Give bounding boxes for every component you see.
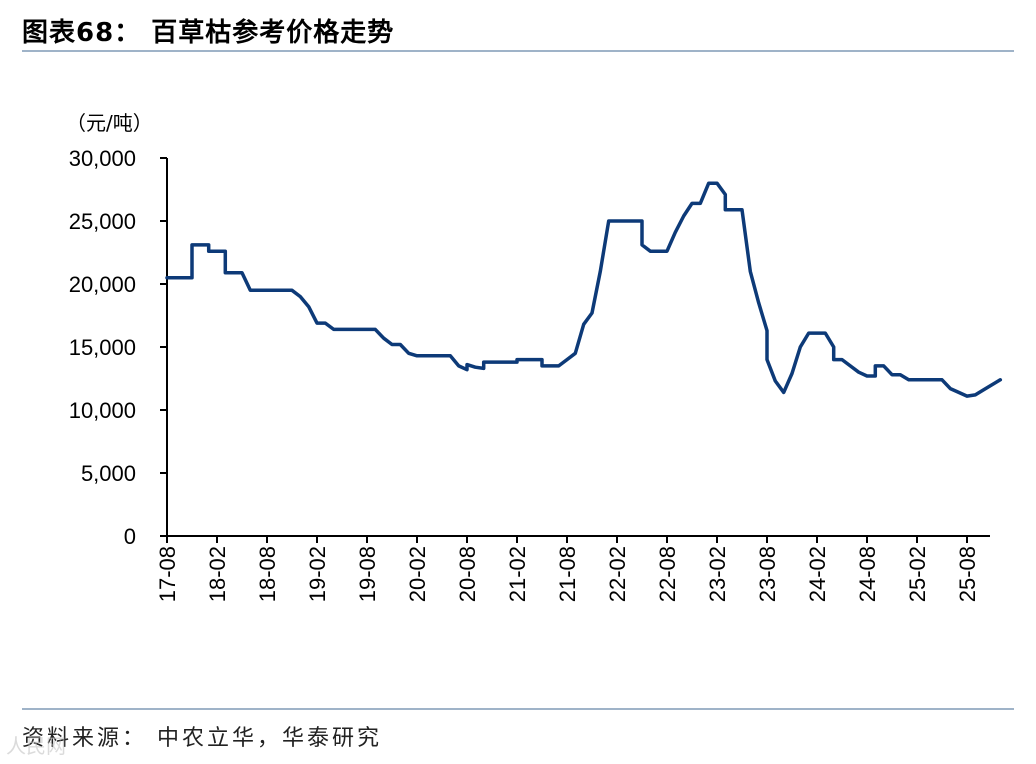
series-line — [165, 181, 1003, 398]
y-tick-label: 15,000 — [69, 335, 136, 360]
watermark-logo: 人民网 — [6, 734, 66, 758]
header-rule — [22, 50, 1014, 52]
x-tick-label: 25-08 — [955, 546, 980, 602]
y-tick-label: 20,000 — [69, 272, 136, 297]
x-tick-label: 20-08 — [455, 546, 480, 602]
y-tick-label: 25,000 — [69, 209, 136, 234]
y-tick-label: 30,000 — [69, 146, 136, 171]
x-tick-label: 18-08 — [255, 546, 280, 602]
y-tick-label: 5,000 — [81, 461, 136, 486]
footer-rule — [22, 708, 1014, 710]
x-tick-label: 20-02 — [405, 546, 430, 602]
x-tick-label: 24-02 — [805, 546, 830, 602]
chart-title: 图表68： 百草枯参考价格走势 — [22, 18, 395, 48]
x-tick-label: 19-08 — [355, 546, 380, 602]
x-tick-label: 22-02 — [605, 546, 630, 602]
x-tick-label: 23-02 — [705, 546, 730, 602]
x-tick-label: 23-08 — [755, 546, 780, 602]
y-axis-unit-label: （元/吨） — [66, 111, 153, 135]
x-axis: 17-08 18-02 18-08 19-02 19-08 20-02 20-08 21-02… — [155, 535, 990, 602]
series-group — [165, 181, 1003, 398]
x-tick-label: 21-08 — [555, 546, 580, 602]
y-tick-label: 0 — [124, 524, 136, 549]
x-tick-label: 19-02 — [305, 546, 330, 602]
y-tick-label: 10,000 — [69, 398, 136, 423]
x-tick-label: 24-08 — [855, 546, 880, 602]
y-axis: 0 5,000 10,000 15,000 20,000 25,000 30,000 — [69, 146, 168, 549]
x-tick-label: 17-08 — [155, 546, 180, 602]
x-tick-label: 18-02 — [205, 546, 230, 602]
x-tick-label: 25-02 — [905, 546, 930, 602]
x-tick-label: 21-02 — [505, 546, 530, 602]
source-note: 资料来源： 中农立华，华泰研究 — [22, 726, 382, 751]
x-tick-label: 22-08 — [655, 546, 680, 602]
